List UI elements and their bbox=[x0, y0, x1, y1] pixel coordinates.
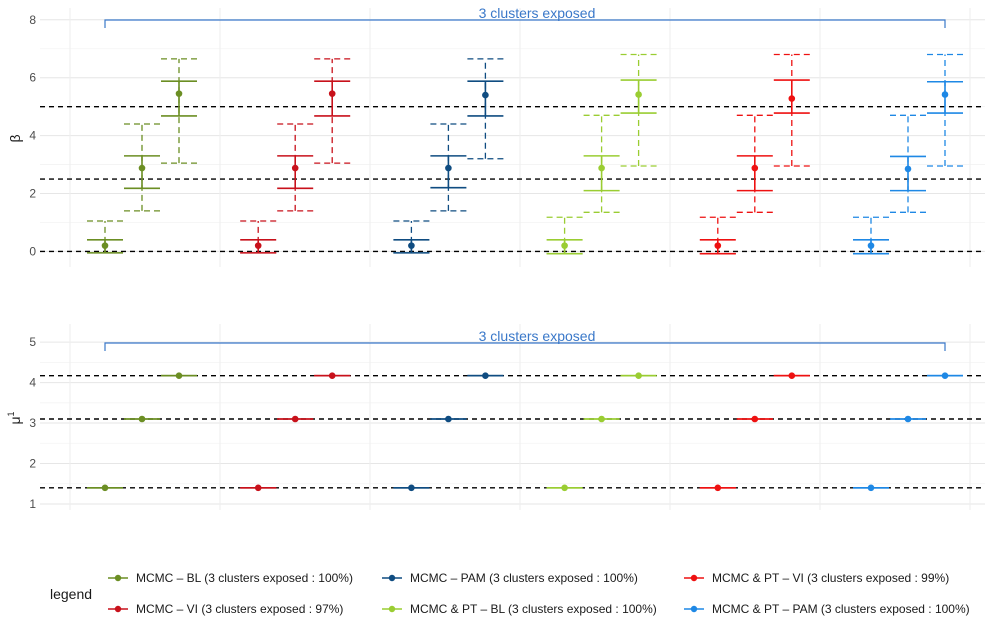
legend-entry-label: MCMC & PT – VI (3 clusters exposed : 99%… bbox=[712, 571, 949, 585]
legend-key-point bbox=[690, 574, 698, 582]
mean-point bbox=[101, 242, 109, 249]
legend-entry-label: MCMC – BL (3 clusters exposed : 100%) bbox=[136, 571, 353, 585]
legend-item: MCMC – PAM (3 clusters exposed : 100%) bbox=[382, 571, 638, 585]
annotation-label: 3 clusters exposed bbox=[479, 328, 596, 344]
series-group bbox=[699, 53, 810, 255]
mean-point bbox=[904, 165, 912, 173]
y-tick-label: 4 bbox=[29, 129, 36, 143]
mean-point bbox=[867, 242, 875, 249]
mean-point bbox=[561, 484, 568, 492]
y-axis-label: β bbox=[7, 134, 23, 142]
panel-mu: 1 2 3 4 5 μ1 3 clusters exposed bbox=[6, 324, 985, 511]
series-group bbox=[546, 372, 657, 492]
legend: legend MCMC – BL (3 clusters exposed : 1… bbox=[50, 571, 970, 616]
y-tick-label: 2 bbox=[29, 457, 36, 471]
y-tick-label: 5 bbox=[29, 335, 36, 349]
mean-point bbox=[561, 242, 568, 249]
panel-beta: 0 2 4 6 8 β 3 clusters exposed bbox=[7, 5, 985, 267]
legend-item: MCMC – VI (3 clusters exposed : 97%) bbox=[108, 602, 343, 616]
series-group bbox=[87, 58, 197, 254]
mean-point bbox=[788, 372, 796, 380]
mean-point bbox=[291, 415, 299, 423]
legend-key-point bbox=[388, 574, 396, 582]
legend-key-point bbox=[690, 605, 698, 613]
series-group bbox=[853, 53, 963, 255]
series-group bbox=[853, 372, 963, 492]
series-group bbox=[240, 58, 351, 254]
y-tick-label: 4 bbox=[29, 376, 36, 390]
mean-point bbox=[101, 484, 109, 492]
mean-point bbox=[138, 415, 146, 423]
legend-item: MCMC & PT – VI (3 clusters exposed : 99%… bbox=[684, 571, 949, 585]
legend-key-point bbox=[114, 605, 122, 613]
mean-point bbox=[941, 372, 949, 380]
series-group bbox=[699, 372, 810, 492]
annotation-bracket bbox=[104, 342, 946, 351]
annotation-label: 3 clusters exposed bbox=[479, 5, 596, 21]
legend-title: legend bbox=[50, 586, 92, 602]
series-group bbox=[546, 53, 657, 255]
mean-point bbox=[598, 415, 605, 423]
annotation-bracket bbox=[104, 19, 946, 28]
series-group bbox=[393, 58, 504, 254]
mean-point bbox=[254, 484, 262, 492]
mean-point bbox=[291, 164, 299, 172]
y-tick-label: 8 bbox=[29, 13, 36, 27]
mean-point bbox=[788, 95, 796, 102]
legend-item: MCMC & PT – PAM (3 clusters exposed : 10… bbox=[684, 602, 970, 616]
series-group bbox=[87, 372, 197, 492]
y-tick-label: 2 bbox=[29, 187, 36, 201]
mean-point bbox=[751, 415, 759, 423]
mean-point bbox=[635, 372, 642, 380]
legend-key-point bbox=[114, 574, 122, 582]
mean-point bbox=[867, 484, 875, 492]
mean-point bbox=[254, 242, 262, 249]
mean-point bbox=[408, 484, 415, 492]
legend-entry-label: MCMC – VI (3 clusters exposed : 97%) bbox=[136, 602, 343, 616]
legend-entry-label: MCMC & PT – BL (3 clusters exposed : 100… bbox=[410, 602, 657, 616]
y-axis-label-superscript: 1 bbox=[6, 411, 16, 416]
mean-point bbox=[635, 91, 642, 98]
mean-point bbox=[328, 90, 336, 97]
mean-point bbox=[714, 484, 722, 492]
mean-point bbox=[175, 372, 183, 380]
legend-entry-label: MCMC – PAM (3 clusters exposed : 100%) bbox=[410, 571, 638, 585]
mean-point bbox=[482, 91, 489, 99]
mean-point bbox=[328, 372, 336, 380]
series-group bbox=[240, 372, 351, 492]
y-axis-label: μ1 bbox=[6, 411, 23, 424]
mean-point bbox=[941, 91, 949, 98]
mean-point bbox=[598, 164, 605, 172]
mean-point bbox=[482, 372, 489, 380]
mean-point bbox=[408, 242, 415, 249]
y-tick-label: 6 bbox=[29, 71, 36, 85]
mean-point bbox=[175, 90, 183, 97]
mean-point bbox=[138, 164, 146, 172]
mean-point bbox=[445, 164, 452, 172]
series-group bbox=[393, 372, 504, 492]
y-tick-label: 1 bbox=[29, 497, 36, 511]
mean-point bbox=[751, 164, 759, 172]
legend-item: MCMC & PT – BL (3 clusters exposed : 100… bbox=[382, 602, 657, 616]
legend-entry-label: MCMC & PT – PAM (3 clusters exposed : 10… bbox=[712, 602, 970, 616]
legend-item: MCMC – BL (3 clusters exposed : 100%) bbox=[108, 571, 353, 585]
mean-point bbox=[714, 242, 722, 249]
y-tick-label: 0 bbox=[29, 244, 36, 258]
y-tick-label: 3 bbox=[29, 416, 36, 430]
legend-key-point bbox=[388, 605, 396, 613]
mean-point bbox=[904, 415, 912, 423]
mean-point bbox=[445, 415, 452, 423]
